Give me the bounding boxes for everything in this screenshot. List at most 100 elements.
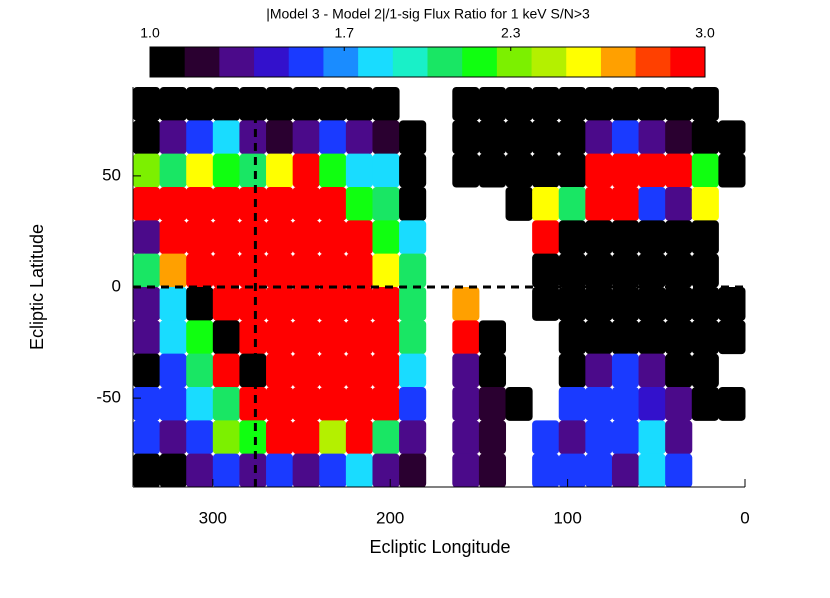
x-tick-label: 100 [553,508,581,527]
cell [718,153,746,188]
cell [452,87,480,121]
cell [718,287,746,321]
cell [345,387,373,421]
cell [532,287,560,321]
cell [452,320,480,355]
cell [665,387,693,421]
cell [186,187,214,221]
cell [186,220,214,255]
cell [133,220,161,255]
cell [319,187,347,221]
cell [212,320,240,355]
cell [478,87,507,121]
x-axis-label: Ecliptic Longitude [369,537,510,557]
cell [399,187,427,221]
cell [691,253,719,288]
cell [186,253,214,288]
cell [665,220,693,255]
cell [239,253,267,288]
cell [478,120,507,155]
cell [266,453,294,488]
cell [372,453,400,488]
cell [638,353,666,388]
colorbar-tick-label: 1.7 [335,25,355,41]
cell [691,287,719,321]
cell [638,320,666,355]
colorbar-swatch [184,47,220,77]
colorbar-tick-label: 1.0 [140,25,160,41]
cell [478,420,507,455]
cell [399,320,427,355]
cell [292,120,320,155]
cell [159,420,187,455]
cell [691,187,719,221]
cell [372,220,400,255]
cell [292,353,320,388]
cell [478,153,507,188]
cell [266,420,294,455]
cell [186,353,214,388]
cell [478,453,507,488]
cell [239,220,267,255]
cell [239,420,267,455]
cell [159,153,187,188]
cell [611,420,640,455]
cell [345,87,373,121]
x-tick-label: 300 [199,508,227,527]
cell [372,153,400,188]
cell [585,153,613,188]
cell [532,220,560,255]
cell [611,353,640,388]
cell [212,387,240,421]
cell [665,87,693,121]
cell [399,153,427,188]
cell [266,287,294,321]
cell [532,253,560,288]
cell [638,287,666,321]
y-axis-label: Ecliptic Latitude [27,224,47,350]
cell [266,387,294,421]
cell [186,120,214,155]
cell [292,253,320,288]
cell [585,287,613,321]
y-tick-label: 50 [102,165,121,184]
cell [319,320,347,355]
cell [266,120,294,155]
cell [691,120,719,155]
cell [212,153,240,188]
cell [319,120,347,155]
cell [133,187,161,221]
cell [478,320,507,355]
cell [585,87,613,121]
cell [239,187,267,221]
cell [452,153,480,188]
cell [399,420,427,455]
cell [372,287,400,321]
colorbar-title: |Model 3 - Model 2|/1-sig Flux Ratio for… [266,6,590,22]
cell [638,253,666,288]
cell [212,287,240,321]
cell [133,87,161,121]
cell [611,153,640,188]
cell [212,87,240,121]
cell [292,287,320,321]
cell [239,120,267,155]
cell [558,153,586,188]
cell [239,87,267,121]
cell [133,120,161,155]
cell [691,320,719,355]
colorbar-tick-label: 3.0 [695,25,715,41]
cell [558,420,586,455]
cell [345,320,373,355]
cell [372,320,400,355]
cell [186,420,214,455]
cell [585,253,613,288]
cell [532,187,560,221]
cell [133,153,161,188]
cell [558,253,586,288]
cell [266,253,294,288]
cell [532,87,560,121]
cell [665,253,693,288]
cell [159,220,187,255]
cell [665,153,693,188]
